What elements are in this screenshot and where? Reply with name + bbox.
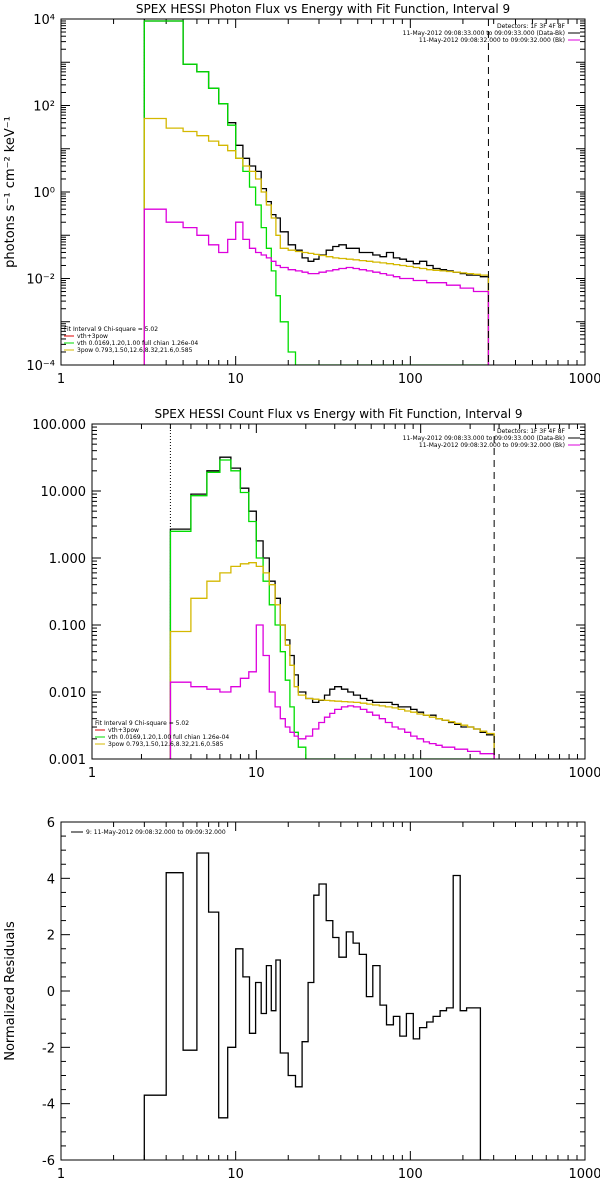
legend-bottom-entry: vth 0.0169,1.20,1.00 full chian 1.26e-04 (108, 734, 229, 741)
series-bk-line (169, 624, 495, 759)
y-tick-label: 0 (47, 985, 55, 1000)
legend-bottom-entry: Fit Interval 9 Chi-square = 5.02 (64, 326, 158, 333)
plot-area (143, 852, 490, 1160)
plot-frame (91, 423, 586, 760)
x-tick-label: 1 (57, 372, 65, 387)
chart-title: SPEX HESSI Count Flux vs Energy with Fit… (154, 407, 522, 421)
legend-bottom-entry: Fit Interval 9 Chi-square = 5.02 (95, 720, 189, 727)
plot-area (143, 19, 490, 365)
series-bk-line (143, 208, 490, 365)
y-tick-label: 10.000 (41, 485, 87, 500)
x-tick-label: 100 (398, 372, 423, 387)
series-vth-line (143, 20, 490, 365)
y-tick-label: 10² (33, 100, 55, 115)
legend-top-entry: 11-May-2012 09:08:33.000 to 09:09:33.000… (403, 435, 565, 442)
plot-frame (60, 18, 586, 366)
legend-residual-entry: 9: 11-May-2012 09:08:32.000 to 09:09:32.… (86, 829, 226, 836)
series-data-line (143, 20, 490, 365)
series-residuals-line (143, 852, 490, 1160)
x-tick-label: 10 (227, 372, 244, 387)
legend-top-entry: Detectors: 1F 3F 4F 8F (497, 428, 566, 435)
series-3pow-line (143, 117, 490, 365)
legend-top-entry: 11-May-2012 09:08:32.000 to 09:09:32.000… (419, 37, 565, 44)
legend-bottom-entry: vth+3pow (77, 333, 108, 340)
y-tick-label: 10⁻⁴ (26, 359, 55, 374)
legend-top-entry: Detectors: 1F 3F 4F 8F (497, 23, 566, 30)
y-tick-label: 10⁻² (26, 273, 55, 288)
y-tick-label: -2 (42, 1041, 55, 1056)
x-tick-label: 100 (398, 1167, 423, 1182)
x-tick-label: 1000 (568, 1167, 600, 1182)
x-tick-label: 1 (88, 766, 96, 781)
y-tick-label: 0.100 (49, 619, 86, 634)
y-axis-label: photons s⁻¹ cm⁻² keV⁻¹ (3, 116, 18, 268)
legend-bottom-entry: 3pow 0.793,1.50,12.6,8.32,21.6,0.585 (77, 347, 193, 354)
legend-top-entry: 11-May-2012 09:08:32.000 to 09:09:32.000… (419, 442, 565, 449)
y-tick-label: 6 (47, 816, 55, 831)
y-tick-label: 2 (47, 929, 55, 944)
y-tick-label: -6 (42, 1154, 55, 1169)
x-tick-label: 10 (248, 766, 265, 781)
legend-top-entry: 11-May-2012 09:08:33.000 to 09:09:33.000… (403, 30, 565, 37)
y-tick-label: 1.000 (49, 552, 86, 567)
y-tick-label: 10⁴ (33, 13, 55, 28)
x-tick-label: 100 (408, 766, 433, 781)
x-tick-label: 1000 (568, 766, 600, 781)
legend-bottom-entry: vth+3pow (108, 727, 139, 734)
y-tick-label: 100.000 (32, 418, 86, 433)
series-data-line (169, 456, 495, 759)
x-tick-label: 10 (227, 1167, 244, 1182)
y-tick-label: 0.010 (49, 686, 86, 701)
x-tick-label: 1 (57, 1167, 65, 1182)
series-vth-line (169, 459, 495, 759)
chart-panel-1: SPEX HESSI Photon Flux vs Energy with Fi… (3, 2, 600, 387)
x-tick-label: 1000 (568, 372, 600, 387)
series-3pow-line (169, 562, 495, 759)
y-axis-label: Normalized Residuals (3, 921, 18, 1061)
legend-bottom-entry: vth 0.0169,1.20,1.00 full chian 1.26e-04 (77, 340, 198, 347)
y-tick-label: -4 (42, 1098, 55, 1113)
plot-area (169, 424, 495, 759)
legend-bottom-entry: 3pow 0.793,1.50,12.6,8.32,21.6,0.585 (108, 741, 224, 748)
chart-title: SPEX HESSI Photon Flux vs Energy with Fi… (136, 2, 510, 16)
y-tick-label: 0.001 (49, 753, 86, 768)
y-tick-label: 4 (47, 872, 55, 887)
y-tick-label: 10⁰ (33, 186, 55, 201)
chart-panel-2: SPEX HESSI Count Flux vs Energy with Fit… (32, 407, 600, 781)
chart-panel-3: 1 10 100 1000 -6 -4 -2 0 2 4 6 Normalized Residuals… (3, 816, 600, 1182)
plot-frame (60, 821, 586, 1161)
